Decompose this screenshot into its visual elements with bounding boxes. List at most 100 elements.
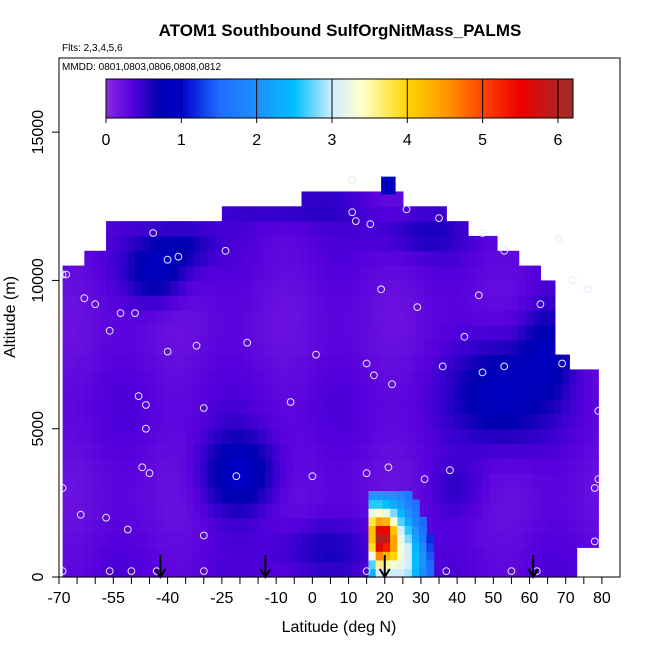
- heatmap-cell: [149, 324, 158, 341]
- heatmap-cell: [221, 369, 230, 385]
- heatmap-cell: [156, 310, 165, 326]
- heatmap-cell: [475, 250, 484, 267]
- heatmap-cell: [192, 502, 201, 519]
- heatmap-cell: [142, 458, 151, 474]
- heatmap-cell: [453, 547, 462, 563]
- heatmap-cell: [149, 428, 158, 445]
- heatmap-cell: [77, 295, 85, 311]
- heatmap-cell: [120, 473, 129, 489]
- heatmap-cell: [323, 488, 332, 504]
- heatmap-cell: [395, 443, 404, 459]
- heatmap-cell: [388, 399, 397, 415]
- heatmap-cell: [388, 280, 397, 296]
- heatmap-cell: [301, 384, 310, 400]
- heatmap-cell: [525, 458, 534, 474]
- heatmap-cell: [258, 399, 266, 415]
- plume-cell: [375, 534, 384, 544]
- heatmap-cell: [301, 221, 310, 237]
- heatmap-cell: [330, 502, 339, 519]
- heatmap-cell: [77, 458, 85, 474]
- sample-point: [362, 567, 371, 575]
- heatmap-cell: [439, 473, 447, 489]
- heatmap-cell: [424, 399, 433, 415]
- heatmap-cell: [583, 413, 592, 430]
- heatmap-cell: [69, 384, 78, 400]
- heatmap-cell: [431, 399, 440, 415]
- heatmap-cell: [352, 339, 361, 356]
- heatmap-cell: [373, 324, 382, 341]
- heatmap-cell: [504, 324, 513, 341]
- heatmap-cell: [453, 235, 462, 252]
- heatmap-cell: [417, 206, 426, 222]
- heatmap-cell: [402, 458, 411, 474]
- heatmap-cell: [308, 250, 317, 267]
- plume-cell: [426, 568, 435, 578]
- heatmap-cell: [395, 250, 404, 267]
- heatmap-cell: [431, 384, 440, 400]
- sample-point: [366, 220, 375, 229]
- heatmap-cell: [417, 488, 426, 504]
- heatmap-cell: [569, 384, 578, 400]
- heatmap-cell: [540, 413, 549, 430]
- heatmap-cell: [84, 250, 93, 267]
- heatmap-cell: [352, 369, 361, 385]
- heatmap-cell: [272, 369, 281, 385]
- heatmap-cell: [402, 265, 411, 282]
- heatmap-cell: [127, 250, 136, 267]
- heatmap-cell: [395, 369, 404, 385]
- heatmap-cell: [69, 562, 78, 578]
- heatmap-cell: [279, 517, 288, 534]
- heatmap-cell: [185, 339, 194, 356]
- heatmap-cell: [287, 399, 295, 415]
- heatmap-cell: [475, 235, 484, 252]
- heatmap-cell: [236, 443, 245, 459]
- heatmap-cell: [106, 265, 114, 282]
- heatmap-cell: [439, 532, 447, 548]
- heatmap-cell: [562, 443, 570, 459]
- heatmap-cell: [511, 488, 520, 504]
- heatmap-cell: [207, 235, 216, 252]
- heatmap-cell: [562, 502, 570, 519]
- heatmap-cell: [511, 310, 520, 326]
- plume-cell: [419, 516, 427, 526]
- plume-cell: [397, 499, 406, 509]
- heatmap-cell: [77, 399, 85, 415]
- plume-cell: [397, 551, 406, 561]
- heatmap-cell: [439, 324, 447, 341]
- heatmap-cell: [258, 280, 266, 296]
- heatmap-cell: [366, 206, 375, 222]
- heatmap-cell: [395, 413, 404, 430]
- heatmap-cell: [287, 206, 295, 222]
- heatmap-cell: [214, 547, 223, 563]
- heatmap-cell: [127, 399, 136, 415]
- heatmap-cell: [200, 235, 208, 252]
- heatmap-cell: [504, 473, 513, 489]
- heatmap-cell: [576, 502, 585, 519]
- heatmap-cell: [373, 310, 382, 326]
- heatmap-cell: [453, 295, 462, 311]
- heatmap-cell: [149, 235, 158, 252]
- heatmap-cell: [214, 235, 223, 252]
- heatmap-cell: [417, 413, 426, 430]
- heatmap-cell: [279, 502, 288, 519]
- heatmap-cell: [62, 532, 71, 548]
- heatmap-cell: [547, 532, 556, 548]
- heatmap-cell: [323, 206, 332, 222]
- heatmap-cell: [272, 339, 281, 356]
- heatmap-cell: [554, 399, 563, 415]
- heatmap-cell: [554, 532, 563, 548]
- heatmap-cell: [236, 562, 245, 578]
- heatmap-cell: [330, 310, 339, 326]
- heatmap-cell: [475, 339, 484, 356]
- heatmap-cell: [178, 221, 187, 237]
- heatmap-cell: [156, 265, 165, 282]
- heatmap-cell: [221, 399, 230, 415]
- heatmap-cell: [388, 295, 397, 311]
- heatmap-cell: [562, 413, 570, 430]
- heatmap-cell: [446, 547, 455, 563]
- heatmap-cell: [591, 428, 599, 445]
- heatmap-cell: [272, 488, 281, 504]
- heatmap-cell: [62, 443, 71, 459]
- heatmap-cell: [381, 354, 389, 370]
- sample-point: [174, 252, 183, 261]
